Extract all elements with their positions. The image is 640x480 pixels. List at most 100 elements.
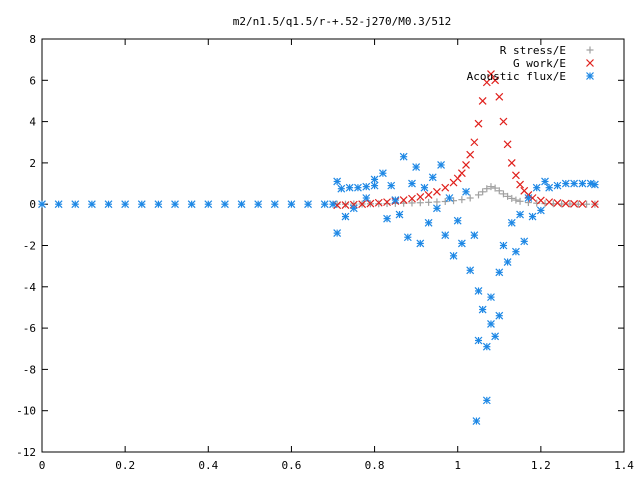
g-work-e-point bbox=[466, 150, 475, 159]
g-work-e-point bbox=[478, 97, 487, 105]
g-work-e-point bbox=[462, 161, 470, 169]
acoustic-flux-e-point bbox=[54, 200, 63, 209]
x-tick-label: 0.2 bbox=[115, 459, 135, 472]
r-stress-e-point bbox=[433, 198, 441, 206]
acoustic-flux-e-point bbox=[495, 268, 504, 277]
acoustic-flux-e-point bbox=[254, 200, 263, 209]
r-stress-e-point bbox=[483, 185, 491, 193]
r-stress-e-point bbox=[475, 191, 482, 199]
y-tick-label: 0 bbox=[29, 198, 36, 211]
g-work-e-point bbox=[399, 196, 408, 204]
g-work-e-point bbox=[553, 199, 562, 207]
acoustic-flux-e-point bbox=[482, 342, 491, 351]
r-stress-e-point bbox=[516, 197, 524, 205]
acoustic-flux-e-point bbox=[362, 182, 371, 191]
acoustic-flux-e-point bbox=[87, 200, 96, 209]
r-stress-e-point bbox=[491, 184, 499, 192]
acoustic-flux-e-point bbox=[38, 200, 46, 209]
acoustic-flux-e-point bbox=[472, 417, 481, 425]
g-work-e-point bbox=[561, 199, 570, 208]
acoustic-flux-e-point bbox=[462, 187, 470, 196]
g-work-e-point bbox=[499, 117, 508, 126]
acoustic-flux-e-point bbox=[345, 183, 354, 192]
acoustic-flux-e-point bbox=[487, 320, 495, 328]
acoustic-flux-e-point bbox=[370, 175, 379, 184]
r-stress-e-point bbox=[416, 199, 424, 207]
g-work-e-point bbox=[495, 92, 504, 101]
acoustic-flux-e-point bbox=[441, 231, 450, 240]
acoustic-flux-e-point bbox=[433, 204, 441, 213]
acoustic-flux-e-point bbox=[536, 206, 545, 215]
x-tick-label: 0 bbox=[39, 459, 46, 472]
acoustic-flux-e-point bbox=[121, 200, 130, 209]
acoustic-flux-e-point bbox=[478, 305, 487, 314]
acoustic-flux-e-point bbox=[104, 200, 113, 209]
acoustic-flux-e-point bbox=[395, 210, 404, 219]
acoustic-flux-e-point bbox=[71, 200, 80, 209]
r-stress-e-point bbox=[508, 194, 516, 202]
acoustic-flux-e-point bbox=[383, 214, 391, 223]
g-work-e-point bbox=[383, 198, 391, 207]
x-tick-label: 1 bbox=[454, 459, 461, 472]
r-stress-e-point bbox=[566, 200, 574, 208]
acoustic-flux-e-point bbox=[137, 200, 146, 209]
acoustic-flux-e-point bbox=[516, 210, 524, 219]
y-tick-label: 6 bbox=[29, 74, 36, 87]
acoustic-flux-e-point bbox=[541, 177, 549, 186]
acoustic-flux-e-point bbox=[349, 204, 358, 213]
acoustic-flux-e-point bbox=[495, 311, 504, 320]
acoustic-flux-e-point bbox=[487, 293, 495, 302]
g-work-e-point bbox=[570, 199, 579, 208]
acoustic-flux-e-point bbox=[341, 212, 350, 221]
y-tick-label: 8 bbox=[29, 33, 36, 46]
chart-title: m2/n1.5/q1.5/r-+.52-j270/M0.3/512 bbox=[233, 15, 452, 28]
g-work-e-point bbox=[491, 76, 500, 85]
g-work-e-point bbox=[503, 140, 512, 149]
acoustic-flux-e-point bbox=[412, 163, 421, 171]
acoustic-flux-e-point bbox=[524, 194, 533, 202]
g-work-e-point bbox=[507, 158, 516, 167]
g-work-e-point bbox=[416, 193, 425, 201]
g-work-e-point bbox=[545, 198, 554, 207]
acoustic-flux-e-point bbox=[561, 179, 570, 188]
g-work-e-point bbox=[366, 199, 375, 208]
r-stress-e-point bbox=[458, 196, 466, 204]
g-work-e-point bbox=[408, 194, 416, 203]
x-tick-label: 1.4 bbox=[614, 459, 634, 472]
acoustic-flux-e-point bbox=[416, 239, 425, 248]
acoustic-flux-e-point bbox=[474, 336, 483, 345]
x-tick-label: 0.6 bbox=[281, 459, 301, 472]
acoustic-flux-e-point bbox=[482, 396, 491, 405]
acoustic-flux-e-point bbox=[333, 229, 342, 238]
acoustic-flux-e-point bbox=[457, 239, 466, 248]
acoustic-flux-e-point bbox=[570, 179, 579, 188]
legend-label: R stress/E bbox=[500, 44, 566, 57]
acoustic-flux-e-point bbox=[378, 169, 387, 178]
acoustic-flux-e-point bbox=[333, 177, 342, 186]
r-stress-e-point bbox=[512, 196, 520, 204]
legend-label: G work/E bbox=[513, 57, 566, 70]
g-work-e-point bbox=[374, 198, 383, 207]
acoustic-flux-e-point bbox=[387, 181, 396, 190]
acoustic-flux-e-point bbox=[320, 200, 329, 209]
x-tick-label: 0.8 bbox=[365, 459, 385, 472]
acoustic-flux-e-point bbox=[578, 179, 587, 188]
legend-marker bbox=[586, 59, 594, 67]
g-work-e-point bbox=[578, 200, 587, 208]
acoustic-flux-e-point bbox=[399, 152, 408, 161]
acoustic-flux-e-point bbox=[491, 332, 500, 341]
acoustic-flux-e-point bbox=[453, 216, 462, 225]
acoustic-flux-e-point bbox=[545, 183, 554, 192]
acoustic-flux-e-point bbox=[362, 194, 371, 202]
r-stress-e-point bbox=[533, 199, 541, 207]
r-stress-e-point bbox=[383, 200, 391, 208]
r-stress-e-point bbox=[441, 198, 449, 206]
acoustic-flux-e-point bbox=[445, 194, 454, 202]
acoustic-flux-e-point bbox=[237, 200, 246, 209]
acoustic-flux-e-point bbox=[503, 258, 512, 266]
r-stress-e-point bbox=[495, 187, 503, 195]
g-work-e-point bbox=[590, 200, 599, 209]
acoustic-flux-e-point bbox=[553, 181, 562, 190]
